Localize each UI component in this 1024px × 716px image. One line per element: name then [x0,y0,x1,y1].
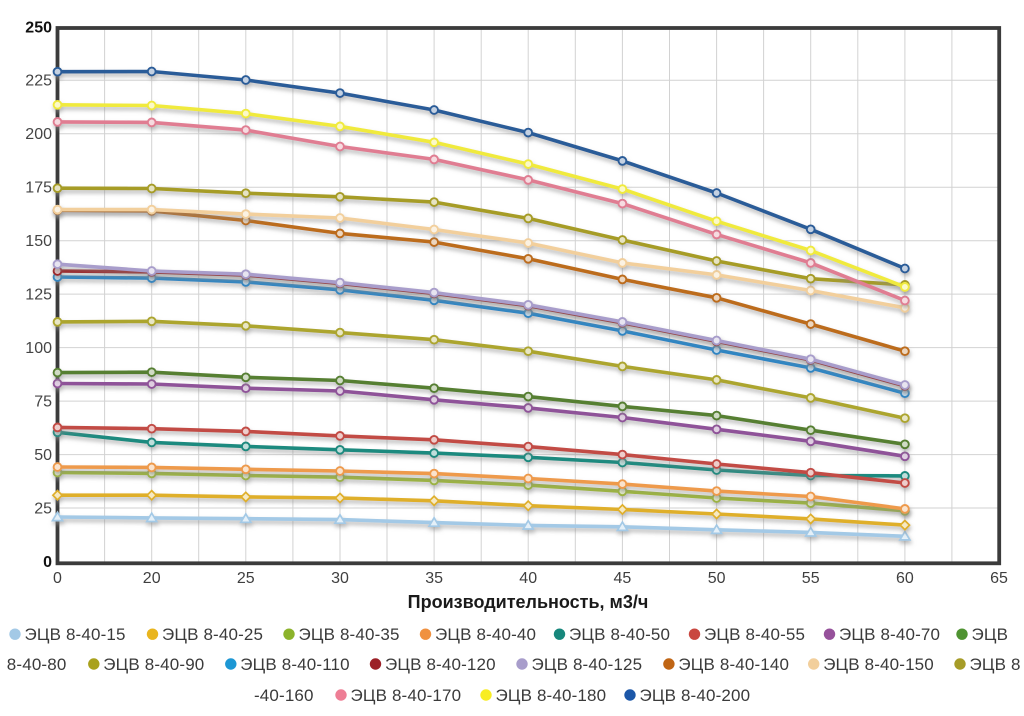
svg-text:0: 0 [43,554,52,571]
svg-text:225: 225 [25,73,52,90]
svg-text:50: 50 [708,570,726,587]
svg-text:ЭЦВ 8-40-40: ЭЦВ 8-40-40 [435,625,536,644]
svg-text:ЭЦВ 8-40-25: ЭЦВ 8-40-25 [162,625,263,644]
svg-text:ЭЦВ 8-40-55: ЭЦВ 8-40-55 [704,625,805,644]
svg-text:ЭЦВ 8-40-70: ЭЦВ 8-40-70 [839,625,940,644]
svg-text:25: 25 [237,570,255,587]
svg-text:60: 60 [896,570,914,587]
svg-text:8-40-80: 8-40-80 [7,655,67,674]
svg-text:ЭЦВ 8-40-125: ЭЦВ 8-40-125 [532,655,643,674]
svg-text:50: 50 [34,447,52,464]
svg-text:ЭЦВ 8-40-90: ЭЦВ 8-40-90 [103,655,204,674]
svg-text:75: 75 [34,394,52,411]
svg-text:20: 20 [143,570,161,587]
svg-text:Производительность, м3/ч: Производительность, м3/ч [408,592,649,612]
svg-text:125: 125 [25,287,52,304]
svg-text:150: 150 [25,233,52,250]
svg-text:40: 40 [519,570,537,587]
svg-text:ЭЦВ 8-40-150: ЭЦВ 8-40-150 [823,655,934,674]
svg-text:ЭЦВ 8-40-35: ЭЦВ 8-40-35 [299,625,400,644]
svg-text:200: 200 [25,126,52,143]
svg-text:0: 0 [53,570,62,587]
svg-text:ЭЦВ 8-40-200: ЭЦВ 8-40-200 [640,686,751,705]
svg-text:25: 25 [34,501,52,518]
svg-text:ЭЦВ 8-40-50: ЭЦВ 8-40-50 [569,625,670,644]
svg-text:ЭЦВ 8: ЭЦВ 8 [970,655,1021,674]
svg-text:30: 30 [331,570,349,587]
svg-text:250: 250 [25,20,52,37]
svg-text:ЭЦВ 8-40-120: ЭЦВ 8-40-120 [385,655,496,674]
svg-text:ЭЦВ 8-40-140: ЭЦВ 8-40-140 [678,655,789,674]
svg-text:65: 65 [990,570,1008,587]
svg-text:45: 45 [614,570,632,587]
svg-text:-40-160: -40-160 [254,686,314,705]
svg-text:ЭЦВ 8-40-15: ЭЦВ 8-40-15 [25,625,126,644]
svg-text:ЭЦВ 8-40-170: ЭЦВ 8-40-170 [351,686,462,705]
svg-text:55: 55 [802,570,820,587]
svg-text:ЭЦВ 8-40-110: ЭЦВ 8-40-110 [240,655,349,674]
svg-text:175: 175 [25,180,52,197]
svg-text:100: 100 [25,340,52,357]
svg-text:ЭЦВ: ЭЦВ [972,625,1009,644]
svg-text:35: 35 [425,570,443,587]
svg-text:ЭЦВ 8-40-180: ЭЦВ 8-40-180 [496,686,607,705]
